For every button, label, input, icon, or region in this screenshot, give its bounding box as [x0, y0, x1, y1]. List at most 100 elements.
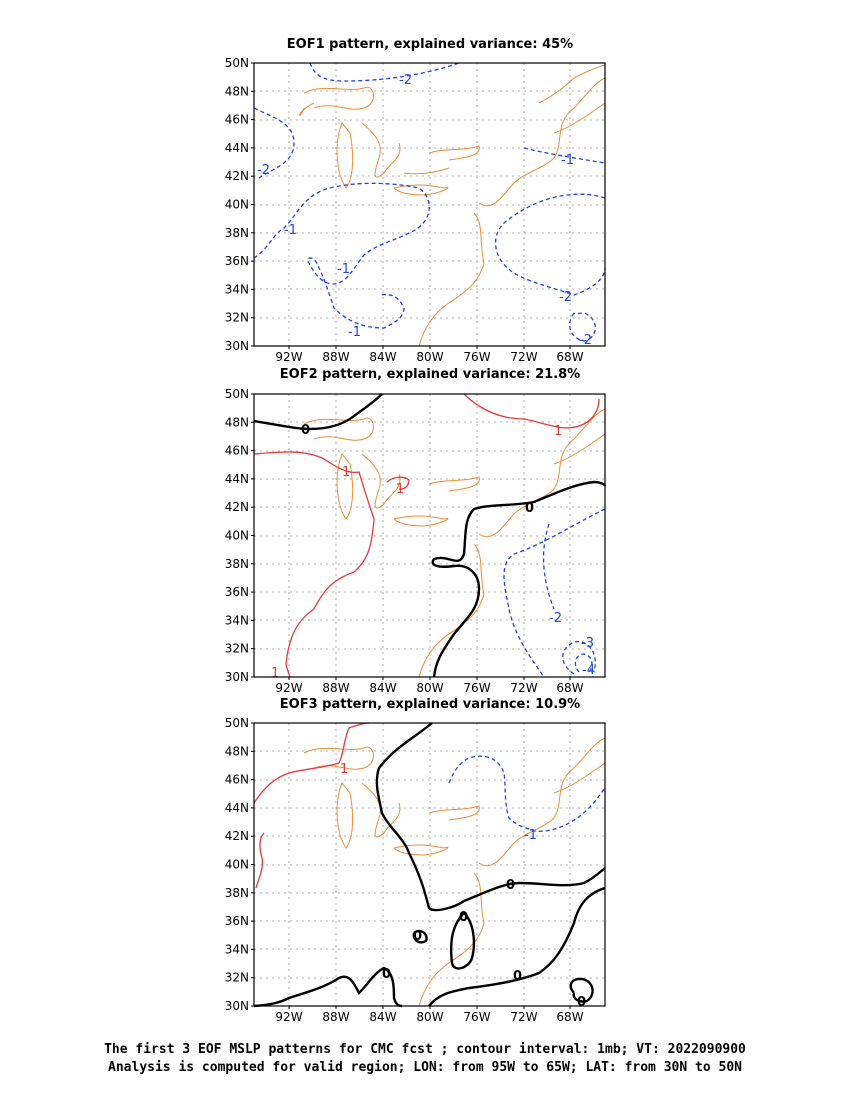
contour-label: 0	[459, 910, 468, 925]
lat-tick-label: 34N	[225, 282, 249, 296]
contour-label: 1	[342, 465, 350, 480]
lat-tick-label: 46N	[225, 773, 249, 787]
lat-tick-label: 40N	[225, 529, 249, 543]
panel2-zero-contours	[253, 393, 607, 678]
caption-line1: The first 3 EOF MSLP patterns for CMC fc…	[104, 1042, 746, 1057]
lat-tick-label: 36N	[225, 585, 249, 599]
lat-tick-label: 50N	[225, 716, 249, 730]
panel3-positive-contours	[253, 722, 370, 889]
lat-tick-label: 42N	[225, 500, 249, 514]
contour-label: 0	[301, 423, 310, 438]
panel2-title: EOF2 pattern, explained variance: 21.8%	[279, 367, 581, 382]
panel2-map: 0 0 1 1 1 1 -2 -3 -4	[253, 393, 607, 681]
lat-tick-label: 30N	[225, 339, 249, 353]
lon-tick-label: 72W	[510, 1010, 537, 1024]
panel3-map: 1 -1 0 0 0 0 0 0	[253, 722, 606, 1010]
panel3-contour-labels: 1 -1 0 0 0 0 0 0	[340, 762, 586, 1010]
contour-label: -1	[348, 325, 361, 340]
panel3-zero-contours	[253, 722, 606, 1008]
contour-label: 0	[382, 967, 391, 982]
panel1-negative-contours	[253, 62, 606, 342]
panel1-map: -2 -2 -1 -1 -1 -1 -2 -2	[253, 62, 606, 348]
lon-tick-label: 92W	[275, 350, 302, 364]
lon-tick-label: 80W	[416, 350, 443, 364]
lat-tick-label: 36N	[225, 254, 249, 268]
contour-label: -1	[284, 223, 297, 238]
panel2-negative-contours	[503, 508, 606, 678]
contour-label: 1	[271, 666, 279, 681]
lon-tick-label: 84W	[369, 681, 396, 695]
lon-tick-label: 88W	[322, 350, 349, 364]
lat-tick-label: 30N	[225, 670, 249, 684]
contour-label: -2	[579, 333, 592, 348]
panel2-contour-labels: 0 0 1 1 1 1 -2 -3 -4	[271, 423, 595, 681]
caption-line2: Analysis is computed for valid region; L…	[108, 1060, 742, 1075]
lat-tick-label: 40N	[225, 198, 249, 212]
lat-tick-label: 30N	[225, 999, 249, 1013]
lon-tick-label: 72W	[510, 350, 537, 364]
axis-tick-labels: 50N 48N 46N 44N 42N 40N 38N 36N 34N 32N 30N 92W 88W 8…	[225, 56, 584, 1024]
contour-label: 1	[396, 482, 404, 497]
panel1-grid	[254, 63, 605, 346]
panel3-grid	[254, 723, 605, 1006]
lat-tick-label: 44N	[225, 801, 249, 815]
lat-tick-label: 50N	[225, 56, 249, 70]
panel2-positive-contours	[253, 393, 600, 678]
lat-tick-label: 40N	[225, 858, 249, 872]
lon-tick-label: 76W	[463, 1010, 490, 1024]
lat-tick-label: 50N	[225, 387, 249, 401]
panel1-coastline	[299, 64, 606, 347]
contour-label: -3	[581, 636, 594, 651]
lon-tick-label: 76W	[463, 681, 490, 695]
lat-tick-label: 44N	[225, 141, 249, 155]
contour-label: -2	[399, 73, 412, 88]
panel2-grid	[254, 394, 605, 677]
lon-tick-label: 92W	[275, 681, 302, 695]
contour-label: -1	[561, 153, 574, 168]
lon-tick-label: 84W	[369, 1010, 396, 1024]
contour-label: 0	[506, 878, 515, 893]
lat-tick-label: 34N	[225, 942, 249, 956]
lat-tick-label: 48N	[225, 415, 249, 429]
lat-tick-label: 46N	[225, 444, 249, 458]
lon-tick-label: 84W	[369, 350, 396, 364]
lat-tick-label: 38N	[225, 886, 249, 900]
lat-tick-label: 42N	[225, 169, 249, 183]
lat-tick-label: 38N	[225, 557, 249, 571]
lat-tick-label: 46N	[225, 113, 249, 127]
lon-tick-label: 76W	[463, 350, 490, 364]
lon-tick-label: 88W	[322, 1010, 349, 1024]
panel2-coastline	[303, 408, 606, 678]
lat-tick-label: 36N	[225, 914, 249, 928]
lat-tick-label: 32N	[225, 971, 249, 985]
panel3-title: EOF3 pattern, explained variance: 10.9%	[279, 697, 581, 712]
contour-label: -1	[524, 828, 537, 843]
contour-label: -1	[337, 262, 350, 277]
contour-label: -2	[559, 290, 572, 305]
contour-label: 0	[413, 929, 422, 944]
lon-tick-label: 68W	[556, 1010, 583, 1024]
lon-tick-label: 68W	[556, 350, 583, 364]
contour-label: 1	[340, 762, 348, 777]
lon-tick-label: 80W	[416, 681, 443, 695]
contour-label: 0	[577, 995, 586, 1010]
contour-label: 0	[513, 969, 522, 984]
panel1-contour-labels: -2 -2 -1 -1 -1 -1 -2 -2	[257, 73, 592, 348]
lon-tick-label: 80W	[416, 1010, 443, 1024]
contour-label: -4	[582, 663, 595, 678]
panel1-title: EOF1 pattern, explained variance: 45%	[286, 37, 574, 52]
lat-tick-label: 34N	[225, 613, 249, 627]
lon-tick-label: 92W	[275, 1010, 302, 1024]
lat-tick-label: 44N	[225, 472, 249, 486]
lat-tick-label: 48N	[225, 84, 249, 98]
lon-tick-label: 68W	[556, 681, 583, 695]
lat-tick-label: 48N	[225, 744, 249, 758]
contour-label: -2	[257, 163, 270, 178]
contour-label: 1	[554, 424, 562, 439]
contour-label: -2	[549, 611, 562, 626]
lon-tick-label: 88W	[322, 681, 349, 695]
lat-tick-label: 32N	[225, 311, 249, 325]
lat-tick-label: 42N	[225, 829, 249, 843]
lon-tick-label: 72W	[510, 681, 537, 695]
